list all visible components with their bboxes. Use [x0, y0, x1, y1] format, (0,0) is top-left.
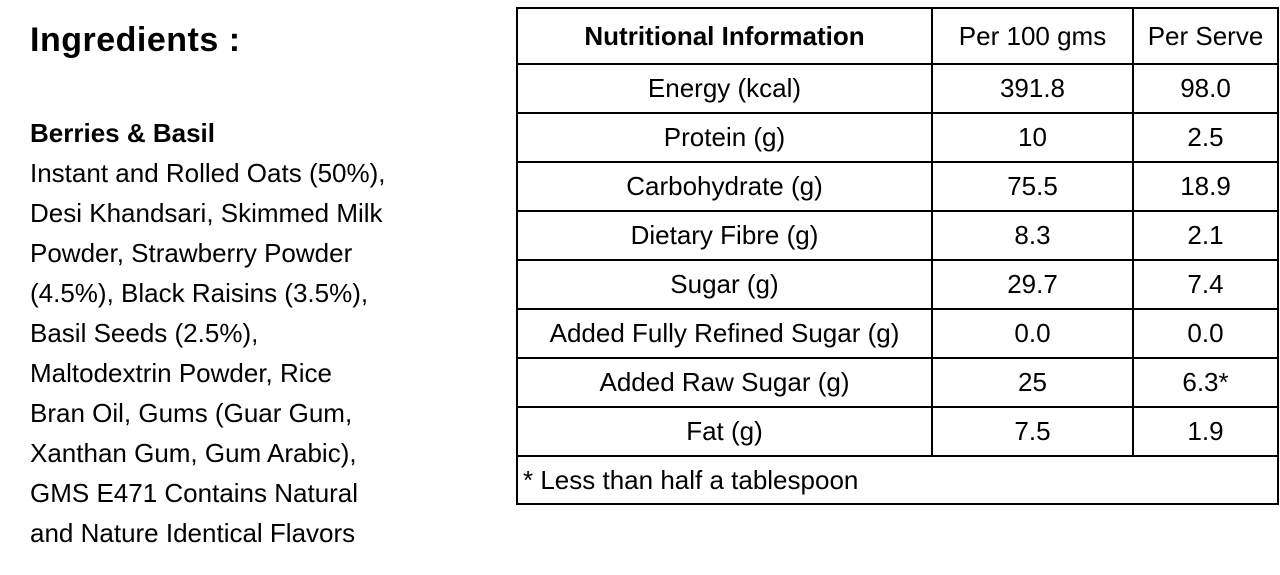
- table-row-added-raw-sugar: Added Raw Sugar (g) 25 6.3*: [516, 357, 1279, 408]
- row-per-serve: 18.9: [1132, 161, 1279, 212]
- row-label: Energy (kcal): [516, 63, 933, 114]
- table-row-dietary-fibre: Dietary Fibre (g) 8.3 2.1: [516, 210, 1279, 261]
- row-label: Fat (g): [516, 406, 933, 457]
- ingredients-heading: Ingredients :: [30, 21, 241, 59]
- table-header-row: Nutritional Information Per 100 gms Per …: [516, 7, 1279, 65]
- row-per-100: 25: [931, 357, 1134, 408]
- table-row-fat: Fat (g) 7.5 1.9: [516, 406, 1279, 457]
- row-label: Carbohydrate (g): [516, 161, 933, 212]
- header-per-100-gms: Per 100 gms: [931, 7, 1134, 65]
- row-label: Dietary Fibre (g): [516, 210, 933, 261]
- table-footnote: * Less than half a tablespoon: [516, 455, 1279, 505]
- table-row-energy: Energy (kcal) 391.8 98.0: [516, 63, 1279, 114]
- row-per-serve: 2.1: [1132, 210, 1279, 261]
- row-per-100: 7.5: [931, 406, 1134, 457]
- row-per-100: 75.5: [931, 161, 1134, 212]
- header-nutritional-information: Nutritional Information: [516, 7, 933, 65]
- nutrition-table: Nutritional Information Per 100 gms Per …: [516, 7, 1279, 505]
- row-per-serve: 0.0: [1132, 308, 1279, 359]
- table-row-added-fully-refined-sugar: Added Fully Refined Sugar (g) 0.0 0.0: [516, 308, 1279, 359]
- ingredients-text: Instant and Rolled Oats (50%), Desi Khan…: [30, 157, 386, 548]
- table-footnote-row: * Less than half a tablespoon: [516, 455, 1279, 505]
- row-per-100: 0.0: [931, 308, 1134, 359]
- row-label: Protein (g): [516, 112, 933, 163]
- ingredients-section: Ingredients : Berries & Basil Instant an…: [30, 20, 508, 553]
- row-per-100: 391.8: [931, 63, 1134, 114]
- row-label: Sugar (g): [516, 259, 933, 310]
- table-row-protein: Protein (g) 10 2.5: [516, 112, 1279, 163]
- nutrition-table-body: Energy (kcal) 391.8 98.0 Protein (g) 10 …: [516, 63, 1279, 505]
- variant-name: Berries & Basil: [30, 117, 215, 148]
- table-row-sugar: Sugar (g) 29.7 7.4: [516, 259, 1279, 310]
- row-per-serve: 1.9: [1132, 406, 1279, 457]
- row-per-100: 8.3: [931, 210, 1134, 261]
- row-per-100: 29.7: [931, 259, 1134, 310]
- row-label: Added Fully Refined Sugar (g): [516, 308, 933, 359]
- row-per-serve: 7.4: [1132, 259, 1279, 310]
- row-per-serve: 98.0: [1132, 63, 1279, 114]
- row-per-serve: 2.5: [1132, 112, 1279, 163]
- row-label: Added Raw Sugar (g): [516, 357, 933, 408]
- row-per-100: 10: [931, 112, 1134, 163]
- row-per-serve: 6.3*: [1132, 357, 1279, 408]
- header-per-serve: Per Serve: [1132, 7, 1279, 65]
- table-row-carbohydrate: Carbohydrate (g) 75.5 18.9: [516, 161, 1279, 212]
- nutrition-table-header: Nutritional Information Per 100 gms Per …: [516, 7, 1279, 65]
